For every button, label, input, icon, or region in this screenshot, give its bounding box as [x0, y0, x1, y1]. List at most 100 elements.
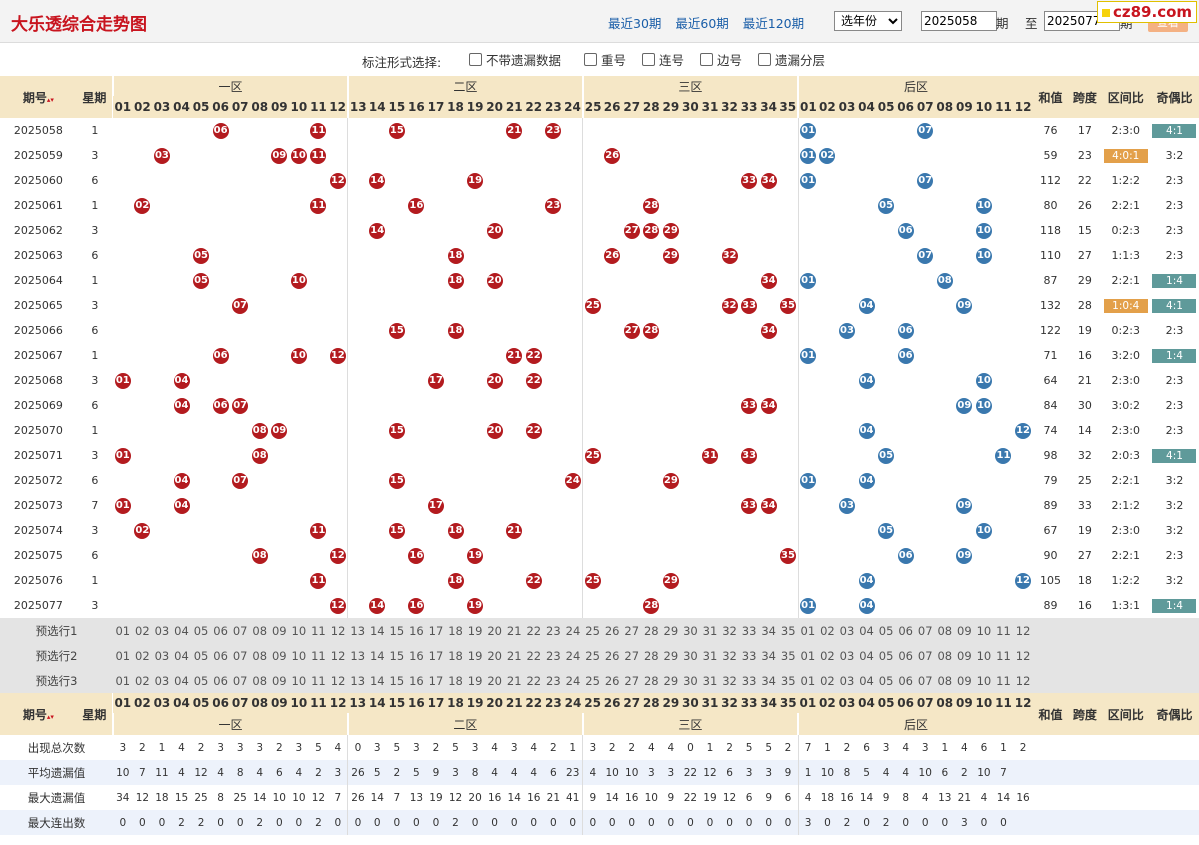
preselect-front-number[interactable]: 24	[563, 668, 583, 693]
preselect-front-number[interactable]: 01	[113, 618, 133, 643]
preselect-front-number[interactable]: 23	[543, 618, 564, 643]
preselect-front-number[interactable]: 07	[230, 618, 250, 643]
preselect-front-number[interactable]: 31	[700, 618, 720, 643]
preselect-back-number[interactable]: 06	[895, 643, 916, 668]
preselect-front-number[interactable]: 18	[445, 668, 466, 693]
preselect-front-number[interactable]: 15	[387, 618, 407, 643]
preselect-front-number[interactable]: 30	[680, 643, 701, 668]
preselect-front-number[interactable]: 22	[523, 618, 544, 643]
preselect-front-number[interactable]: 17	[426, 643, 446, 668]
preselect-back-number[interactable]: 02	[817, 643, 838, 668]
preselect-back-number[interactable]: 10	[974, 668, 994, 693]
preselect-front-number[interactable]: 26	[602, 618, 622, 643]
preselect-back-number[interactable]: 04	[856, 618, 877, 643]
preselect-front-number[interactable]: 10	[289, 618, 309, 643]
preselect-back-number[interactable]: 12	[1013, 643, 1033, 668]
preselect-front-number[interactable]: 20	[484, 668, 505, 693]
preselect-back-number[interactable]: 04	[856, 668, 877, 693]
link-recent-120[interactable]: 最近120期	[742, 16, 805, 31]
preselect-front-number[interactable]: 09	[269, 668, 290, 693]
preselect-front-number[interactable]: 18	[445, 618, 466, 643]
preselect-back-number[interactable]: 05	[876, 643, 896, 668]
preselect-back-number[interactable]: 04	[856, 643, 877, 668]
link-recent-30[interactable]: 最近30期	[608, 16, 662, 31]
preselect-front-number[interactable]: 10	[289, 668, 309, 693]
preselect-front-number[interactable]: 08	[249, 618, 270, 643]
preselect-front-number[interactable]: 05	[191, 618, 211, 643]
preselect-front-number[interactable]: 21	[504, 618, 524, 643]
preselect-front-number[interactable]: 14	[367, 668, 388, 693]
preselect-front-number[interactable]: 14	[367, 643, 388, 668]
preselect-front-number[interactable]: 08	[249, 668, 270, 693]
preselect-front-number[interactable]: 13	[347, 643, 368, 668]
preselect-front-number[interactable]: 33	[739, 643, 759, 668]
preselect-front-number[interactable]: 29	[661, 618, 681, 643]
preselect-front-number[interactable]: 11	[308, 618, 329, 643]
preselect-front-number[interactable]: 25	[582, 668, 603, 693]
preselect-back-number[interactable]: 08	[935, 668, 955, 693]
preselect-front-number[interactable]: 09	[269, 643, 290, 668]
preselect-front-number[interactable]: 07	[230, 668, 250, 693]
preselect-back-number[interactable]: 11	[993, 618, 1014, 643]
preselect-back-number[interactable]: 11	[993, 643, 1014, 668]
preselect-back-number[interactable]: 07	[915, 618, 935, 643]
preselect-front-number[interactable]: 20	[484, 618, 505, 643]
preselect-front-number[interactable]: 28	[641, 643, 662, 668]
preselect-front-number[interactable]: 35	[778, 643, 799, 668]
preselect-front-number[interactable]: 05	[191, 643, 211, 668]
preselect-front-number[interactable]: 05	[191, 668, 211, 693]
preselect-front-number[interactable]: 14	[367, 618, 388, 643]
sort-icon[interactable]: ▴▾	[46, 712, 54, 721]
preselect-front-number[interactable]: 15	[387, 643, 407, 668]
preselect-back-number[interactable]: 09	[954, 618, 975, 643]
checkbox-icon[interactable]	[642, 53, 655, 66]
preselect-back-number[interactable]: 10	[974, 618, 994, 643]
preselect-front-number[interactable]: 19	[465, 643, 485, 668]
preselect-front-number[interactable]: 29	[661, 643, 681, 668]
checkbox-icon[interactable]	[469, 53, 482, 66]
preselect-front-number[interactable]: 13	[347, 618, 368, 643]
preselect-front-number[interactable]: 26	[602, 643, 622, 668]
preselect-front-number[interactable]: 34	[758, 618, 779, 643]
preselect-back-number[interactable]: 09	[954, 643, 975, 668]
preselect-front-number[interactable]: 25	[582, 618, 603, 643]
preselect-front-number[interactable]: 35	[778, 618, 799, 643]
preselect-front-number[interactable]: 24	[563, 643, 583, 668]
preselect-back-number[interactable]: 01	[798, 618, 818, 643]
preselect-front-number[interactable]: 23	[543, 643, 564, 668]
preselect-front-number[interactable]: 22	[523, 643, 544, 668]
preselect-front-number[interactable]: 27	[621, 668, 642, 693]
preselect-front-number[interactable]: 18	[445, 643, 466, 668]
year-select[interactable]: 选年份	[834, 11, 902, 31]
preselect-front-number[interactable]: 07	[230, 643, 250, 668]
checkbox-icon[interactable]	[700, 53, 713, 66]
preselect-back-number[interactable]: 01	[798, 668, 818, 693]
option-edge[interactable]: 边号	[700, 50, 742, 69]
checkbox-icon[interactable]	[758, 53, 771, 66]
preselect-front-number[interactable]: 04	[171, 668, 192, 693]
preselect-back-number[interactable]: 07	[915, 668, 935, 693]
preselect-back-number[interactable]: 06	[895, 618, 916, 643]
preselect-front-number[interactable]: 27	[621, 643, 642, 668]
preselect-back-number[interactable]: 12	[1013, 668, 1033, 693]
preselect-front-number[interactable]: 27	[621, 618, 642, 643]
preselect-front-number[interactable]: 30	[680, 618, 701, 643]
preselect-front-number[interactable]: 25	[582, 643, 603, 668]
preselect-front-number[interactable]: 16	[406, 643, 427, 668]
preselect-back-number[interactable]: 02	[817, 668, 838, 693]
preselect-front-number[interactable]: 06	[210, 643, 231, 668]
preselect-front-number[interactable]: 12	[328, 643, 348, 668]
preselect-front-number[interactable]: 03	[152, 643, 172, 668]
option-consecutive[interactable]: 连号	[642, 50, 684, 69]
preselect-back-number[interactable]: 09	[954, 668, 975, 693]
preselect-back-number[interactable]: 08	[935, 618, 955, 643]
preselect-front-number[interactable]: 26	[602, 668, 622, 693]
preselect-front-number[interactable]: 24	[563, 618, 583, 643]
preselect-front-number[interactable]: 08	[249, 643, 270, 668]
preselect-front-number[interactable]: 16	[406, 668, 427, 693]
preselect-front-number[interactable]: 16	[406, 618, 427, 643]
preselect-front-number[interactable]: 02	[132, 643, 153, 668]
preselect-back-number[interactable]: 05	[876, 668, 896, 693]
from-period-input[interactable]	[921, 11, 997, 31]
preselect-front-number[interactable]: 30	[680, 668, 701, 693]
